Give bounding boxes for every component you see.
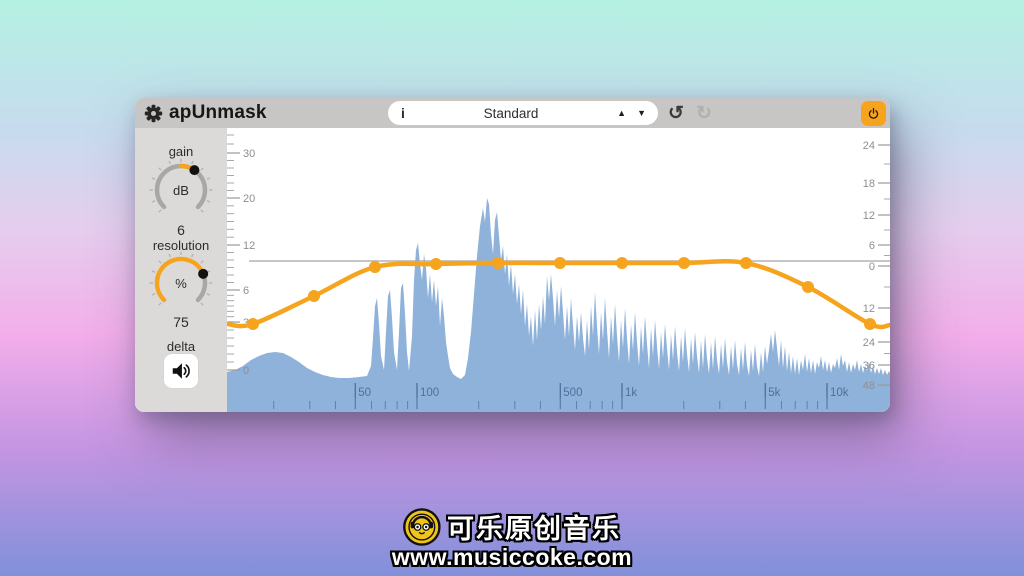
eq-curve-node[interactable] bbox=[616, 257, 628, 269]
right-axis-label: 12 bbox=[863, 210, 875, 222]
right-axis-label: 36 bbox=[863, 360, 875, 372]
resolution-value: 75 bbox=[173, 314, 189, 330]
delta-label: delta bbox=[166, 339, 196, 354]
eq-curve-node[interactable] bbox=[678, 257, 690, 269]
eq-curve-node[interactable] bbox=[430, 258, 442, 270]
left-axis-label: 0 bbox=[243, 365, 249, 377]
freq-axis-label: 10k bbox=[830, 387, 849, 399]
right-axis-label: 12 bbox=[863, 303, 875, 315]
knob-tick bbox=[158, 302, 162, 306]
left-axis-label: 30 bbox=[243, 148, 255, 160]
eq-curve-node[interactable] bbox=[308, 290, 320, 302]
spectrum-fill bbox=[227, 198, 890, 412]
knob-tick bbox=[168, 160, 171, 165]
info-icon[interactable]: i bbox=[401, 105, 405, 121]
right-axis-label: 18 bbox=[863, 178, 875, 190]
left-axis-label: 3 bbox=[243, 317, 249, 329]
right-axis-label: 24 bbox=[863, 140, 875, 152]
gain-knob-indicator-dot[interactable] bbox=[189, 165, 200, 176]
right-axis-label: 0 bbox=[869, 261, 875, 273]
right-axis-label: 24 bbox=[863, 337, 875, 349]
eq-curve-node[interactable] bbox=[740, 257, 752, 269]
power-icon bbox=[868, 107, 879, 119]
freq-axis-label: 5k bbox=[768, 387, 780, 399]
knob-tick bbox=[200, 302, 204, 306]
knob-tick bbox=[168, 253, 171, 258]
plugin-title: apUnmask bbox=[169, 102, 267, 123]
knob-tick bbox=[206, 177, 211, 180]
gain-knob[interactable]: dB bbox=[148, 157, 214, 223]
knob-tick bbox=[200, 260, 204, 264]
eq-curve-node[interactable] bbox=[247, 318, 259, 330]
gain-label: gain bbox=[168, 144, 194, 159]
delta-monitor-button[interactable] bbox=[164, 354, 198, 388]
redo-icon[interactable]: ↻ bbox=[696, 102, 712, 124]
freq-axis-label: 1k bbox=[625, 387, 637, 399]
resolution-unit: % bbox=[175, 276, 187, 291]
knob-tick bbox=[200, 209, 204, 213]
knob-tick bbox=[200, 167, 204, 171]
speaker-icon bbox=[172, 363, 190, 379]
preset-previous-arrow-icon[interactable]: ▲ bbox=[617, 108, 627, 118]
left-axis-label: 12 bbox=[243, 240, 255, 252]
eq-curve-node[interactable] bbox=[369, 261, 381, 273]
preset-selector[interactable]: i Standard ▲ ▼ bbox=[388, 101, 658, 125]
knob-tick bbox=[158, 209, 162, 213]
knob-tick bbox=[151, 200, 156, 203]
eq-curve-node[interactable] bbox=[492, 257, 504, 269]
freq-axis-label: 50 bbox=[358, 387, 371, 399]
knob-tick bbox=[151, 177, 156, 180]
freq-axis-label: 500 bbox=[563, 387, 582, 399]
eq-curve-node[interactable] bbox=[864, 318, 876, 330]
watermark-title: 可乐原创音乐 bbox=[446, 514, 621, 544]
knob-tick bbox=[206, 200, 211, 203]
eq-curve-node[interactable] bbox=[554, 257, 566, 269]
watermark-logo-icon bbox=[403, 507, 441, 546]
gain-unit: dB bbox=[173, 183, 189, 198]
plugin-window: apUnmask i Standard ▲ ▼ ↺ ↻ gain bbox=[135, 98, 890, 412]
left-axis-label: 20 bbox=[243, 193, 255, 205]
right-axis-label: 48 bbox=[863, 380, 875, 392]
preset-name: Standard bbox=[483, 105, 539, 121]
preset-next-arrow-icon[interactable]: ▼ bbox=[637, 108, 646, 118]
knob-tick bbox=[206, 293, 211, 296]
left-axis-label: 6 bbox=[243, 285, 249, 297]
titlebar: apUnmask i Standard ▲ ▼ ↺ ↻ bbox=[135, 98, 890, 128]
gain-value: 6 bbox=[177, 222, 185, 238]
settings-gear-icon[interactable] bbox=[144, 104, 163, 123]
eq-curve-node[interactable] bbox=[802, 281, 814, 293]
knob-tick bbox=[191, 253, 194, 258]
sidebar-controls: gain dB 6 resolution % 75 delta bbox=[135, 128, 227, 412]
resolution-knob[interactable]: % bbox=[148, 250, 214, 316]
right-axis-label: 6 bbox=[869, 240, 875, 252]
undo-icon[interactable]: ↺ bbox=[668, 102, 684, 124]
knob-tick bbox=[151, 293, 156, 296]
watermark-url: www.musiccoke.com bbox=[391, 544, 633, 570]
power-button[interactable] bbox=[861, 101, 886, 126]
resolution-knob-indicator-dot[interactable] bbox=[198, 268, 209, 279]
freq-axis-label: 100 bbox=[420, 387, 439, 399]
knob-tick bbox=[191, 160, 194, 165]
knob-tick bbox=[158, 167, 162, 171]
resolution-label: resolution bbox=[152, 238, 210, 253]
watermark: 可乐原创音乐 www.musiccoke.com bbox=[392, 507, 632, 571]
knob-tick bbox=[151, 270, 156, 273]
knob-tick bbox=[158, 260, 162, 264]
